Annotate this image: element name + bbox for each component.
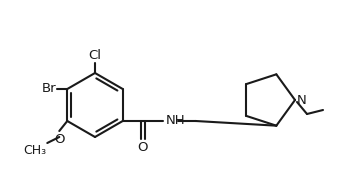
Text: Br: Br (42, 83, 56, 95)
Text: N: N (297, 94, 307, 107)
Text: O: O (54, 133, 64, 146)
Text: CH₃: CH₃ (23, 144, 46, 157)
Text: Cl: Cl (88, 49, 102, 62)
Text: NH: NH (166, 114, 185, 127)
Text: O: O (138, 141, 148, 154)
